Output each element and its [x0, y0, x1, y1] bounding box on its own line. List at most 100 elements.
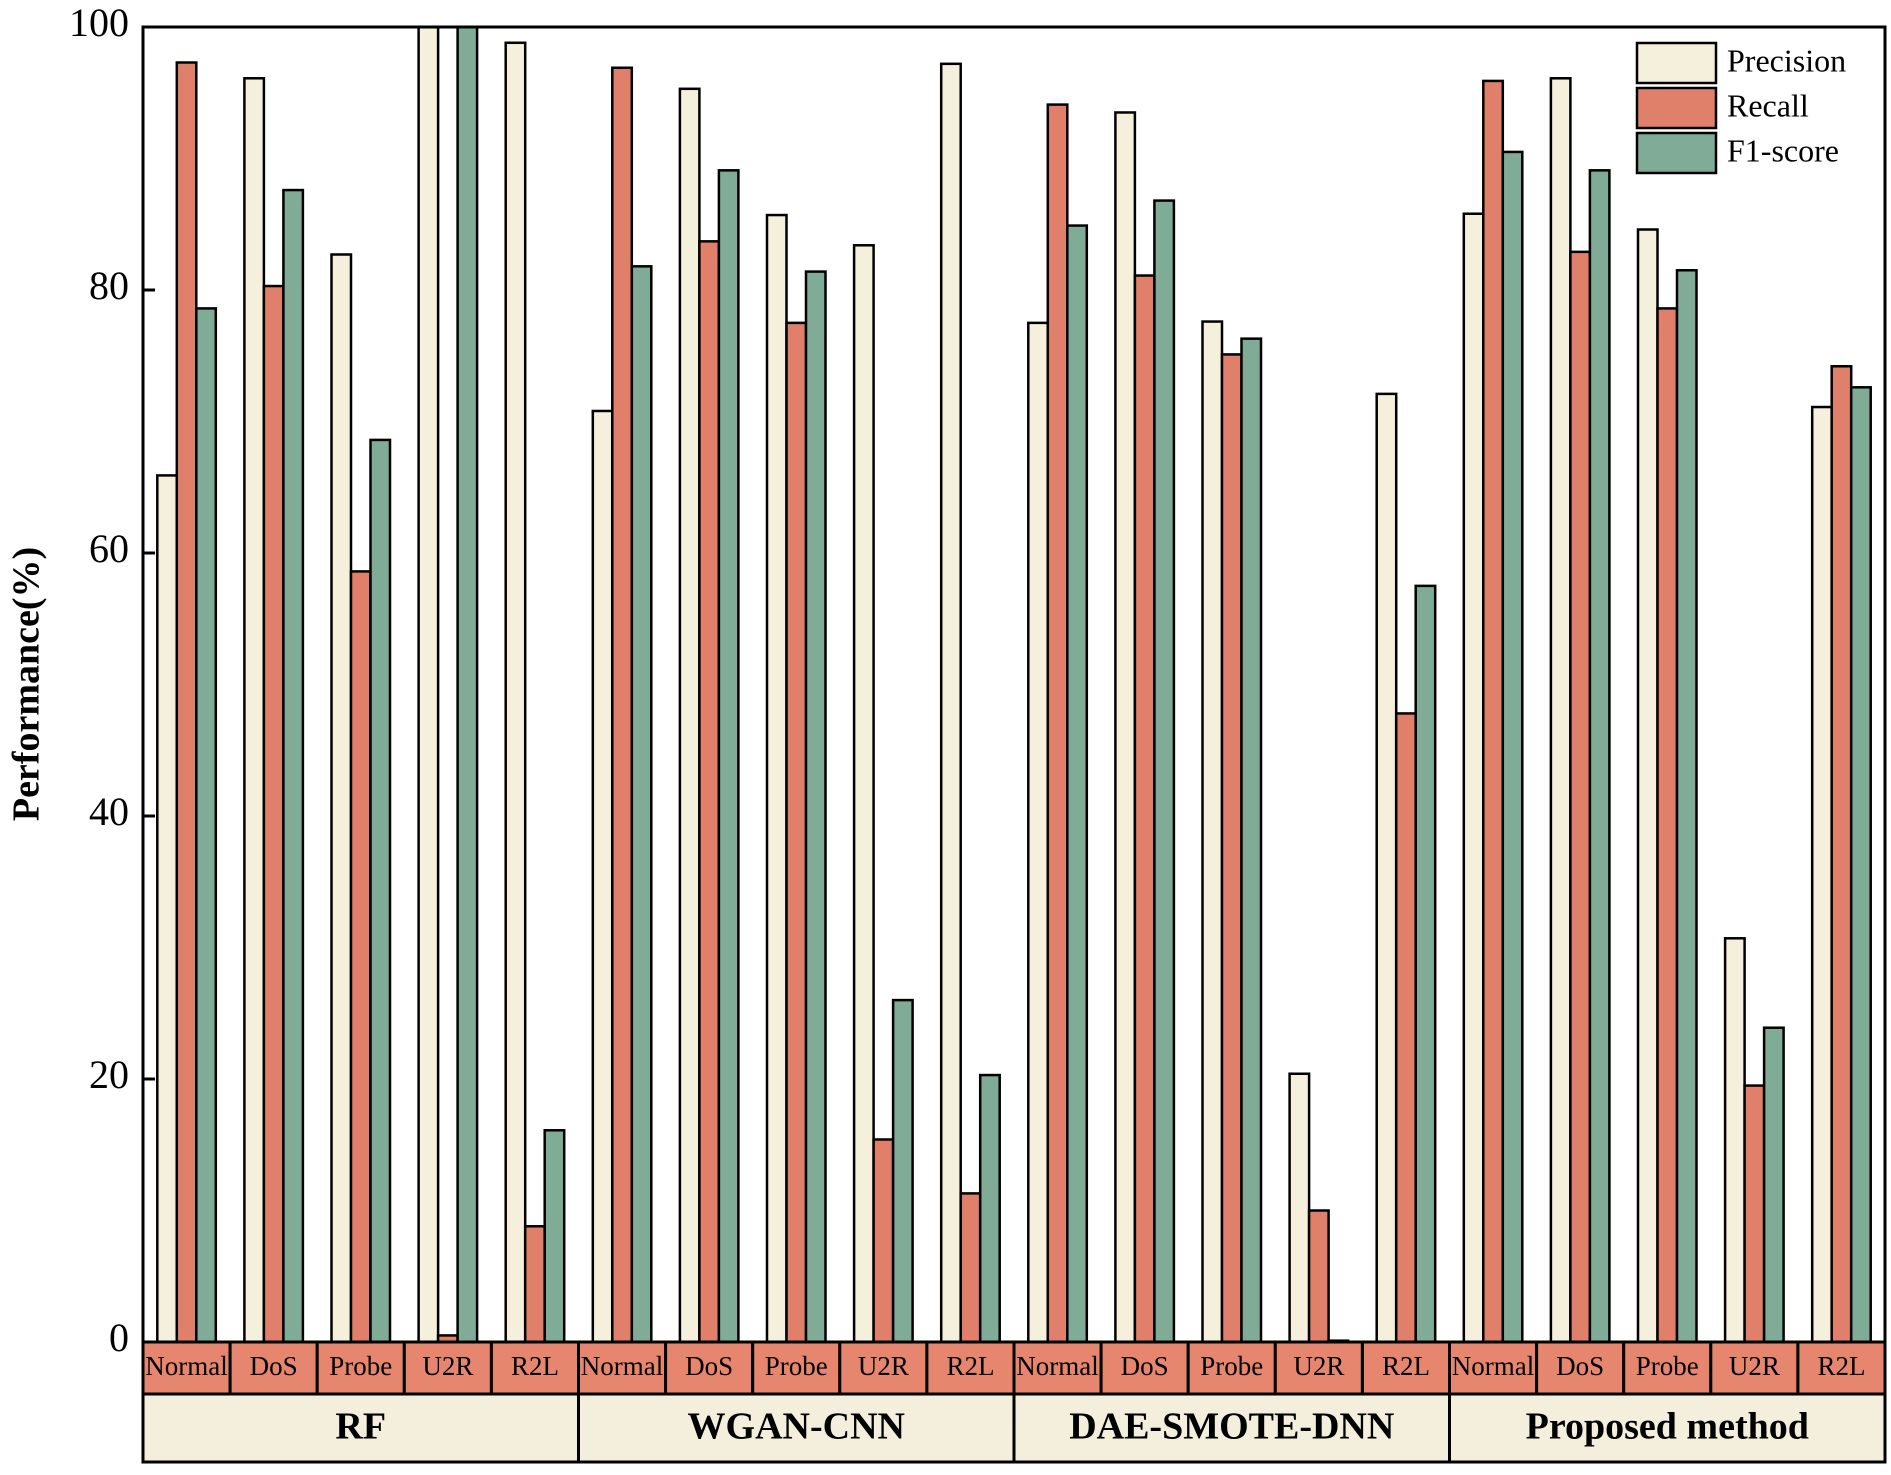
bar — [611, 66, 634, 1344]
bar — [1133, 274, 1156, 1344]
bar — [175, 61, 198, 1344]
legend-label: Recall — [1727, 87, 1809, 123]
bar — [630, 265, 653, 1344]
bar — [195, 307, 218, 1344]
bar — [804, 270, 827, 1344]
bar — [1394, 712, 1417, 1344]
category-label: Normal — [581, 1351, 663, 1381]
category-label: Probe — [1200, 1351, 1263, 1381]
bar — [698, 240, 721, 1344]
bar — [717, 169, 740, 1344]
category-cell — [1448, 1340, 1539, 1396]
bar — [1849, 386, 1872, 1344]
bar — [939, 62, 962, 1344]
bar — [262, 284, 285, 1344]
category-cell — [925, 1340, 1016, 1396]
bar — [591, 409, 614, 1344]
group-label: RF — [335, 1406, 386, 1448]
bar — [1743, 1084, 1766, 1344]
bar — [504, 41, 527, 1344]
bar — [1569, 250, 1592, 1344]
bar — [891, 998, 914, 1344]
y-tick-label: 80 — [89, 263, 129, 308]
bar — [1046, 103, 1069, 1344]
bar — [1656, 307, 1679, 1344]
category-cell — [1099, 1340, 1190, 1396]
bar — [523, 1225, 546, 1344]
category-label: U2R — [858, 1351, 909, 1381]
category-cell — [489, 1340, 580, 1396]
category-label: U2R — [1729, 1351, 1780, 1381]
category-label: Normal — [1016, 1351, 1098, 1381]
y-tick-label: 60 — [89, 526, 129, 571]
bar — [330, 253, 353, 1344]
bar — [872, 1138, 895, 1344]
y-tick-label: 20 — [89, 1052, 129, 1097]
bar — [978, 1073, 1001, 1344]
bar — [417, 25, 440, 1344]
category-label: DoS — [1121, 1351, 1169, 1381]
legend-label: F1-score — [1727, 132, 1839, 168]
category-label: Probe — [329, 1351, 392, 1381]
bar — [1830, 365, 1853, 1344]
bar — [1810, 405, 1833, 1344]
bar — [1066, 224, 1089, 1344]
bar — [1414, 584, 1437, 1344]
group-cell — [141, 1392, 580, 1464]
category-cell — [1012, 1340, 1103, 1396]
category-label: DoS — [685, 1351, 733, 1381]
category-label: Probe — [1636, 1351, 1699, 1381]
bar — [959, 1192, 982, 1344]
plot-frame — [141, 25, 1887, 1344]
bar — [1201, 320, 1224, 1344]
bar — [1220, 353, 1243, 1344]
group-label: WGAN-CNN — [688, 1406, 905, 1448]
category-cell — [838, 1340, 929, 1396]
y-axis-label: Performance(%) — [6, 547, 48, 821]
bar — [1114, 111, 1137, 1344]
category-cell — [664, 1340, 755, 1396]
legend-swatch — [1635, 86, 1718, 130]
bar — [1240, 337, 1263, 1344]
category-label: Probe — [765, 1351, 828, 1381]
bar — [369, 438, 392, 1344]
bar — [1549, 77, 1572, 1344]
group-cell — [1448, 1392, 1887, 1464]
bar — [1462, 212, 1485, 1344]
group-label: Proposed method — [1526, 1406, 1809, 1448]
bar — [1675, 269, 1698, 1344]
bar — [456, 25, 479, 1344]
category-cell — [1360, 1340, 1452, 1396]
bar — [1501, 150, 1524, 1344]
category-label: U2R — [1293, 1351, 1344, 1381]
bar — [852, 244, 875, 1344]
bar — [1636, 228, 1659, 1344]
legend-swatch — [1635, 131, 1718, 175]
bar — [1723, 937, 1746, 1344]
bar — [243, 77, 266, 1344]
category-label: DoS — [250, 1351, 298, 1381]
bar — [678, 87, 701, 1344]
category-label: R2L — [1382, 1351, 1430, 1381]
bar — [1027, 321, 1050, 1344]
category-label: Normal — [145, 1351, 227, 1381]
group-cell — [577, 1392, 1016, 1464]
y-tick-label: 40 — [89, 789, 129, 834]
bar — [1153, 199, 1176, 1344]
category-label: Normal — [1452, 1351, 1534, 1381]
category-label: DoS — [1556, 1351, 1604, 1381]
legend-swatch — [1635, 41, 1718, 85]
category-cell — [141, 1340, 232, 1396]
bar — [1375, 392, 1398, 1344]
group-label: DAE-SMOTE-DNN — [1069, 1406, 1394, 1448]
category-cell — [1796, 1340, 1887, 1396]
bar — [156, 474, 179, 1344]
category-label: U2R — [422, 1351, 473, 1381]
y-tick-label: 100 — [69, 0, 129, 45]
category-label: R2L — [946, 1351, 994, 1381]
y-tick-label: 0 — [109, 1315, 129, 1360]
bar — [543, 1129, 566, 1344]
bar — [349, 570, 372, 1344]
category-label: R2L — [1817, 1351, 1865, 1381]
